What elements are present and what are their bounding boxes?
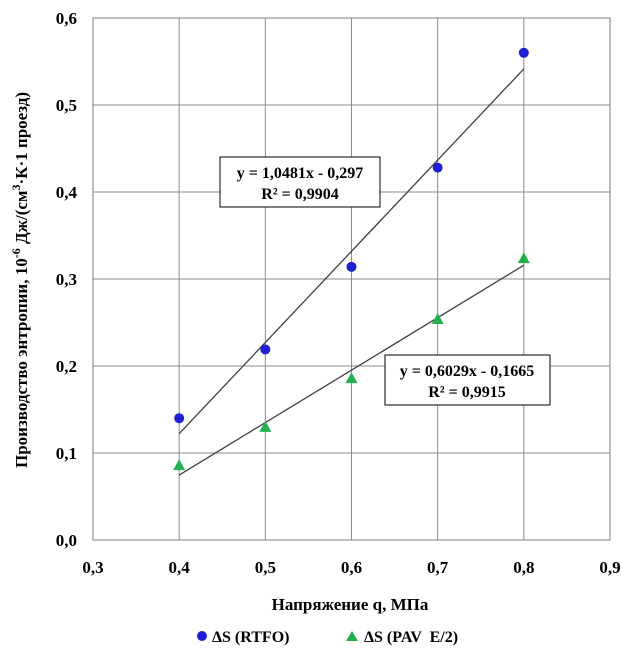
equation-box-rtfo: y = 1,0481x - 0,297 R² = 0,9904: [219, 156, 381, 208]
r2-rtfo: R² = 0,9904: [261, 186, 338, 203]
trendline-pav: [178, 264, 525, 476]
data-point-rtfo: [346, 261, 357, 272]
x-axis-title: Напряжение q, МПа: [272, 595, 429, 614]
legend-marker-rtfo: [197, 631, 207, 641]
y-tick-label: 0,0: [56, 531, 77, 550]
r2-pav: R² = 0,9915: [428, 384, 505, 401]
equation-pav: y = 0,6029x - 0,1665: [400, 363, 534, 380]
x-tick-label: 0,3: [82, 558, 103, 577]
trendline-rtfo: [178, 68, 525, 435]
y-tick-label: 0,2: [56, 357, 77, 376]
data-point-pav: [173, 459, 186, 471]
x-tick-label: 0,4: [169, 558, 191, 577]
y-tick-labels: 0,0 0,1 0,2 0,3 0,4 0,5 0,6: [56, 9, 78, 550]
x-tick-label: 0,8: [513, 558, 534, 577]
x-tick-label: 0,9: [599, 558, 620, 577]
data-point-pav: [517, 252, 530, 264]
legend-label-rtfo: ΔS (RTFO): [212, 629, 289, 646]
data-point-rtfo: [432, 162, 443, 173]
y-tick-label: 0,5: [56, 96, 77, 115]
legend: ΔS (RTFO) ΔS (PAV E/2): [197, 629, 458, 646]
y-tick-label: 0,6: [56, 9, 77, 28]
x-tick-label: 0,5: [255, 558, 276, 577]
equation-rtfo: y = 1,0481x - 0,297: [237, 165, 363, 182]
data-point-pav: [259, 420, 272, 432]
data-point-pav: [431, 313, 444, 325]
data-point-rtfo: [174, 413, 185, 424]
data-point-rtfo: [260, 344, 271, 355]
data-point-rtfo: [518, 47, 529, 58]
equation-box-pav: y = 0,6029x - 0,1665 R² = 0,9915: [384, 354, 551, 406]
grid: [92, 17, 611, 541]
data-points: [173, 47, 530, 471]
x-tick-label: 0,6: [341, 558, 362, 577]
x-tick-label: 0,7: [427, 558, 449, 577]
x-tick-labels: 0,3 0,4 0,5 0,6 0,7 0,8 0,9: [82, 558, 620, 577]
plot-frame: [92, 17, 611, 541]
y-tick-label: 0,3: [56, 270, 77, 289]
y-axis-title: Производство энтропии, 10-6 Дж/(см3·К·1 …: [9, 92, 31, 468]
trendlines: [178, 68, 525, 476]
legend-marker-pav: [346, 631, 358, 641]
y-tick-label: 0,4: [56, 183, 78, 202]
data-point-pav: [345, 372, 358, 384]
legend-label-pav: ΔS (PAV E/2): [364, 629, 458, 646]
y-tick-label: 0,1: [56, 444, 77, 463]
